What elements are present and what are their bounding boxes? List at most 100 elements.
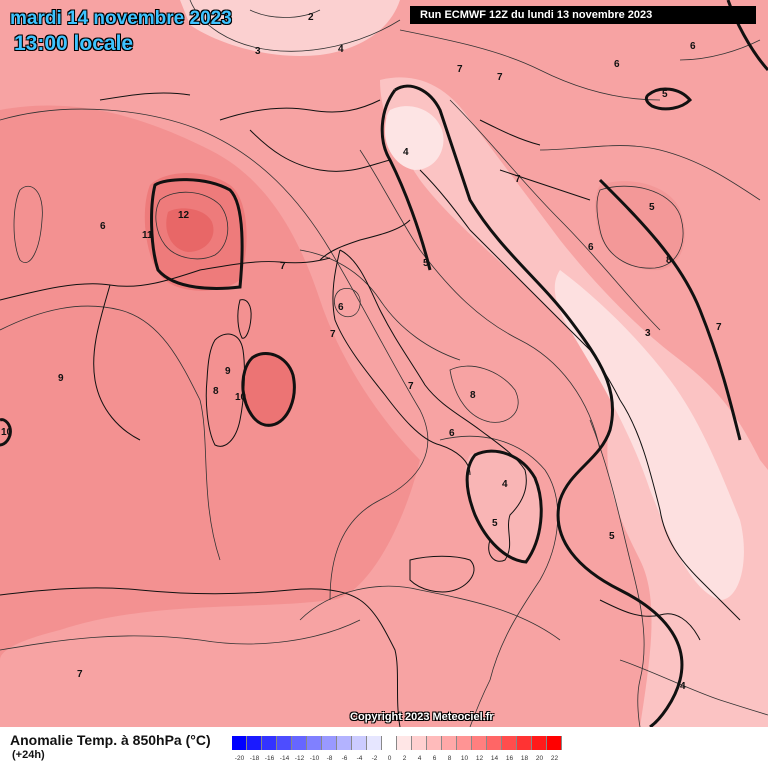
model-run-label: Run ECMWF 12Z du lundi 13 novembre 2023 [410, 6, 756, 24]
contour-label: 9 [58, 373, 64, 384]
contour-label: 7 [330, 329, 336, 340]
contour-label: 3 [255, 46, 261, 57]
legend-swatch [532, 736, 547, 750]
contour-label: 8 [470, 390, 476, 401]
legend-tick-label: 4 [417, 755, 422, 762]
contour-label: 10 [1, 427, 13, 438]
legend-swatch [247, 736, 262, 750]
legend-tick-label: -4 [356, 755, 363, 762]
legend-swatch [307, 736, 322, 750]
legend-swatch [352, 736, 367, 750]
cool-spot-alps [385, 106, 444, 170]
contour-label: 7 [716, 322, 722, 333]
contour-label: 7 [515, 174, 521, 185]
legend-tick-label: 18 [520, 755, 529, 762]
legend-tick-label: -20 [234, 755, 245, 762]
legend-swatch [517, 736, 532, 750]
legend-swatch [427, 736, 442, 750]
legend-tick-label: 12 [475, 755, 484, 762]
legend-swatch [472, 736, 487, 750]
legend-tick-label: 14 [490, 755, 499, 762]
legend-swatch [292, 736, 307, 750]
legend-swatch [547, 736, 562, 750]
warm-anomaly-region [0, 105, 420, 660]
contour-label: 12 [178, 210, 190, 221]
legend-swatch [412, 736, 427, 750]
contour-labels: 2 3 4 6 7 5 6 6 5 4 7 6 12 11 7 5 6 7 7 … [1, 12, 722, 692]
contour-label: 7 [497, 72, 503, 83]
contour-label: 4 [338, 44, 344, 55]
legend-tick-label: -16 [264, 755, 275, 762]
contour-label: 2 [308, 12, 314, 23]
legend-swatch [397, 736, 412, 750]
legend-swatch [277, 736, 292, 750]
legend-swatch [262, 736, 277, 750]
contour-label: 8 [666, 255, 672, 266]
legend-tick-label: -12 [294, 755, 305, 762]
legend-tick-label: -10 [309, 755, 320, 762]
contour-label: 4 [680, 681, 686, 692]
legend-footer: Anomalie Temp. à 850hPa (°C) (+24h) -20-… [0, 727, 768, 768]
contour-label: 6 [338, 302, 344, 313]
contour-label: 11 [142, 230, 153, 241]
contour-label: 6 [588, 242, 594, 253]
contour-label: 7 [457, 64, 463, 75]
contour-label: 6 [100, 221, 106, 232]
contour-label: 10 [235, 392, 247, 403]
contour-label: 5 [649, 202, 655, 213]
forecast-offset: (+24h) [12, 749, 45, 761]
legend-tick-label: -6 [341, 755, 348, 762]
hot-spot-sardinia [241, 353, 294, 427]
contour-label: 6 [614, 59, 620, 70]
forecast-date: mardi 14 novembre 2023 [10, 8, 232, 29]
forecast-time: 13:00 locale [14, 32, 134, 55]
legend-swatch [487, 736, 502, 750]
thin-contours [0, 0, 768, 727]
legend-tick-label: -18 [249, 755, 260, 762]
legend-title: Anomalie Temp. à 850hPa (°C) [10, 732, 211, 748]
anomaly-map: 2 3 4 6 7 5 6 6 5 4 7 6 12 11 7 5 6 7 7 … [0, 0, 768, 727]
legend-swatch [382, 736, 397, 750]
contour-label: 7 [280, 261, 286, 272]
cool-region-north [180, 0, 400, 56]
contour-label: 5 [492, 518, 498, 529]
contour-label: 7 [77, 669, 83, 680]
contour-label: 4 [502, 479, 508, 490]
legend-swatch [322, 736, 337, 750]
legend-tick-label: 8 [447, 755, 452, 762]
legend-swatch [337, 736, 352, 750]
contour-label: 6 [449, 428, 455, 439]
contour-label: 7 [408, 381, 414, 392]
contour-label: 3 [645, 328, 651, 339]
contour-label: 4 [403, 147, 409, 158]
legend-swatch [232, 736, 247, 750]
legend-swatch [502, 736, 517, 750]
legend-swatch [457, 736, 472, 750]
contour-label: 5 [423, 258, 429, 269]
contour-label: 5 [609, 531, 615, 542]
contour-label: 9 [225, 366, 231, 377]
legend-tick-label: -8 [326, 755, 333, 762]
legend-tick-label: 0 [387, 755, 392, 762]
contour-label: 5 [662, 89, 668, 100]
legend-tick-label: 2 [402, 755, 407, 762]
cool-pocket-south-italy [465, 451, 541, 560]
color-scale-bar [232, 736, 562, 750]
contour-label: 8 [213, 386, 219, 397]
legend-tick-label: 22 [550, 755, 559, 762]
cool-anomaly-region [380, 77, 768, 727]
color-scale-ticks: -20 -18 -16 -14 -12 -10 -8 -6 -4 -2 0 2 4 6 8 10 12 14 16 1… [232, 755, 562, 762]
legend-tick-label: 6 [432, 755, 437, 762]
contour-label: 6 [690, 41, 696, 52]
thick-contours [0, 0, 768, 727]
legend-tick-label: -2 [371, 755, 378, 762]
hot-spot-core [166, 208, 214, 252]
legend-tick-label: 16 [505, 755, 514, 762]
legend-tick-label: 20 [535, 755, 544, 762]
coolest-region-balkans [554, 270, 744, 600]
copyright-text: Copyright 2023 Meteociel.fr [350, 711, 494, 723]
legend-swatch [367, 736, 382, 750]
coastlines [0, 92, 741, 727]
legend-tick-label: -14 [279, 755, 290, 762]
